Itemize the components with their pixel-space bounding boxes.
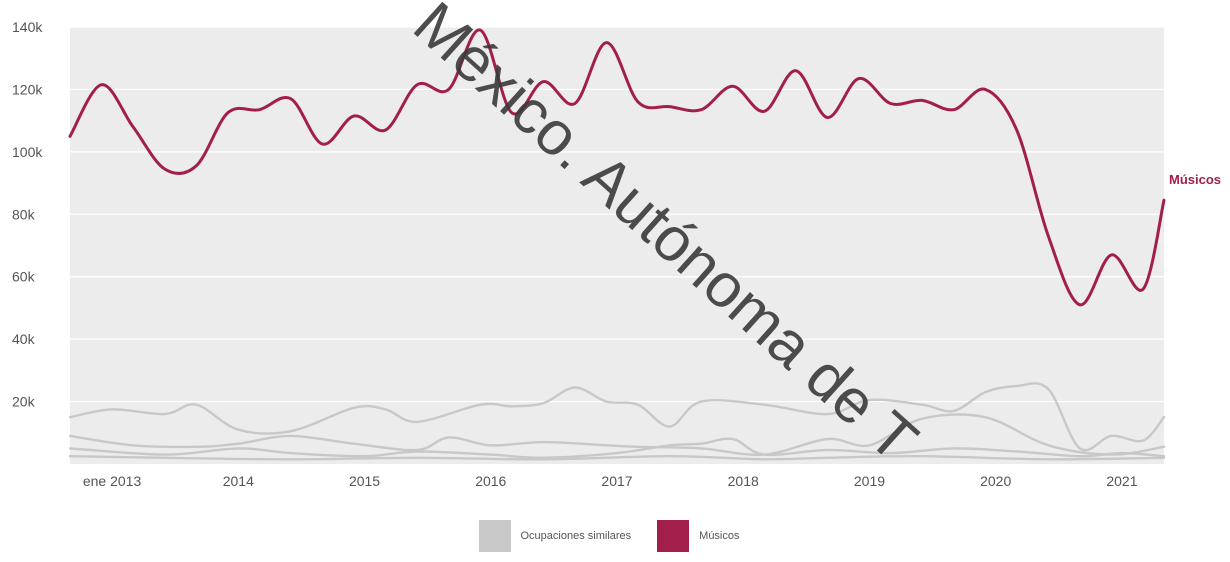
legend-swatch-musicos <box>657 520 690 552</box>
legend-label-musicos: Músicos <box>699 530 740 542</box>
series-line-ocupacion-similar-2[interactable] <box>68 413 1166 457</box>
series-line-musicos[interactable] <box>68 28 1166 307</box>
legend-item-musicos[interactable]: Músicos <box>657 520 751 552</box>
series-line-ocupacion-similar-3[interactable] <box>68 437 1166 460</box>
y-tick-label: 100k <box>12 144 43 160</box>
series-line-ocupacion-similar-1[interactable] <box>68 382 1166 452</box>
x-tick-label: 2019 <box>854 473 885 489</box>
y-tick-label: 140k <box>12 19 43 35</box>
y-axis-tick-labels: 20k 40k 60k 80k 100k 120k 140k <box>12 19 43 410</box>
series-end-labels: Músicos <box>1169 172 1221 187</box>
x-tick-label: 2015 <box>349 473 380 489</box>
legend-swatch-ocupaciones-similares <box>478 520 511 552</box>
y-tick-label: 20k <box>12 394 36 410</box>
y-tick-label: 60k <box>12 269 36 285</box>
legend: Ocupaciones similares Músicos <box>0 516 1230 556</box>
series-line-ocupacion-similar-4[interactable] <box>68 454 1166 461</box>
x-tick-label: 2020 <box>980 473 1011 489</box>
x-axis-tick-labels: ene 2013 2014 2015 2016 2017 2018 2019 2020 2021 <box>83 473 1138 489</box>
x-tick-label: 2018 <box>728 473 759 489</box>
y-tick-label: 120k <box>12 81 43 97</box>
legend-label-ocupaciones-similares: Ocupaciones similares <box>520 530 632 542</box>
grid-lines <box>70 26 1164 403</box>
series-layer <box>68 28 1166 461</box>
x-tick-label: 2016 <box>475 473 506 489</box>
plot-background <box>70 27 1164 464</box>
series-end-label-musicos: Músicos <box>1169 172 1221 187</box>
x-tick-label: 2014 <box>223 473 254 489</box>
x-tick-label: 2017 <box>601 473 632 489</box>
x-tick-label: 2021 <box>1106 473 1137 489</box>
y-tick-label: 40k <box>12 331 36 347</box>
legend-item-ocupaciones-similares[interactable]: Ocupaciones similares <box>478 520 644 552</box>
x-tick-label: ene 2013 <box>83 473 142 489</box>
y-tick-label: 80k <box>12 206 36 222</box>
